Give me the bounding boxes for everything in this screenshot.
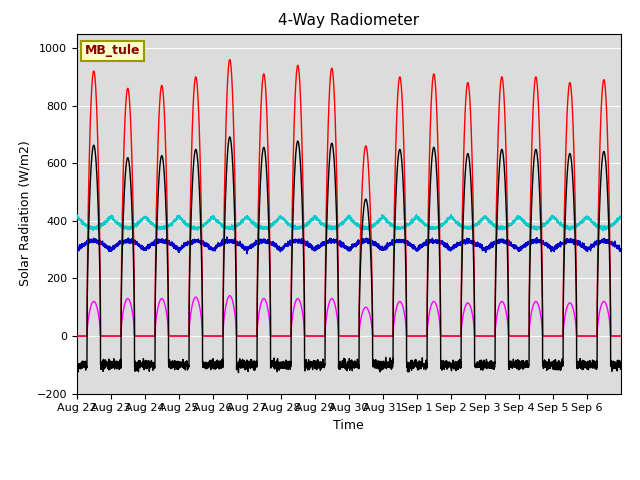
Y-axis label: Solar Radiation (W/m2): Solar Radiation (W/m2) <box>18 141 31 287</box>
Legend: SW_in, SW_out, LW_in, LW_out, Rnet_4way: SW_in, SW_out, LW_in, LW_out, Rnet_4way <box>144 476 554 480</box>
X-axis label: Time: Time <box>333 419 364 432</box>
Text: MB_tule: MB_tule <box>85 44 140 58</box>
Title: 4-Way Radiometer: 4-Way Radiometer <box>278 13 419 28</box>
